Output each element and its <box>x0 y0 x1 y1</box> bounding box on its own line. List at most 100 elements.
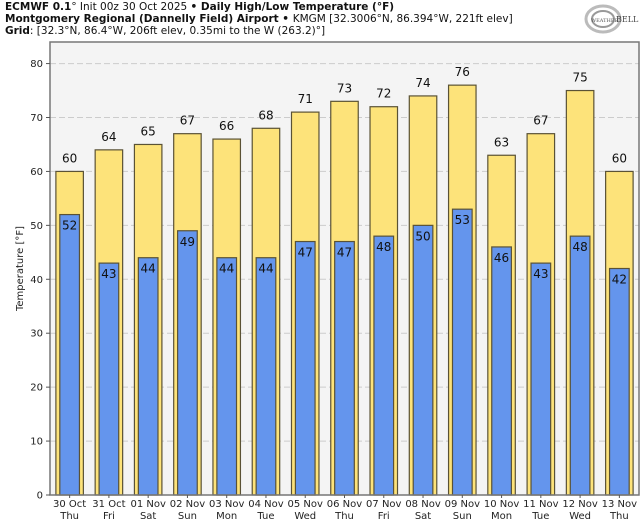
low-bar <box>137 257 159 496</box>
logo-text-left: WEATHER <box>591 18 618 24</box>
x-tick-weekday: Thu <box>334 511 354 522</box>
y-tick-label: 80 <box>30 59 43 70</box>
x-tick-date: 31 Oct <box>92 499 125 510</box>
x-tick-weekday: Sat <box>140 511 156 522</box>
x-tick-weekday: Sat <box>415 511 431 522</box>
x-tick-date: 09 Nov <box>445 499 481 510</box>
high-value-label: 67 <box>180 114 195 128</box>
low-bar <box>177 230 198 496</box>
x-tick-weekday: Thu <box>609 511 629 522</box>
low-value-label: 47 <box>298 246 313 260</box>
chart-title: Daily High/Low Temperature (°F) <box>197 1 395 13</box>
y-tick-label: 40 <box>30 275 43 286</box>
x-tick-weekday: Wed <box>294 511 316 522</box>
low-bar <box>294 240 316 496</box>
x-tick-weekday: Sun <box>178 511 197 522</box>
station-name: Montgomery Regional (Dannelly Field) Air… <box>5 13 279 25</box>
low-bar <box>373 235 395 496</box>
low-value-label: 44 <box>219 262 234 276</box>
low-bar <box>608 267 630 496</box>
low-value-label: 46 <box>494 251 509 265</box>
low-bar <box>59 213 81 496</box>
high-value-label: 67 <box>533 114 548 128</box>
header-line-grid: Grid: [32.3°N, 86.4°W, 206ft elev, 0.35m… <box>5 25 325 37</box>
y-tick-label: 0 <box>37 491 43 502</box>
header-line-model: ECMWF 0.1° Init 00z 30 Oct 2025 • Daily … <box>5 1 394 13</box>
low-bar <box>569 235 591 496</box>
low-bar <box>334 240 355 496</box>
separator: • <box>190 1 198 13</box>
y-tick-label: 30 <box>30 329 43 340</box>
y-axis-label: Temperature [°F] <box>15 226 26 312</box>
weatherbell-logo: WEATHER BELL <box>584 4 639 34</box>
x-tick-date: 08 Nov <box>405 499 441 510</box>
x-tick-date: 11 Nov <box>523 499 559 510</box>
low-value-label: 48 <box>376 240 391 254</box>
high-value-label: 64 <box>101 130 116 144</box>
high-value-label: 68 <box>258 108 273 122</box>
logo-swirl-icon <box>584 4 622 34</box>
x-tick-weekday: Sun <box>453 511 472 522</box>
high-value-label: 60 <box>62 151 77 165</box>
low-value-label: 49 <box>180 235 195 249</box>
x-tick-weekday: Mon <box>491 511 512 522</box>
x-tick-weekday: Tue <box>256 511 274 522</box>
low-bar <box>491 246 512 496</box>
low-bar <box>98 262 120 496</box>
x-tick-date: 07 Nov <box>366 499 402 510</box>
high-value-label: 65 <box>141 124 156 138</box>
low-bar <box>412 224 434 496</box>
low-value-label: 47 <box>337 246 352 260</box>
y-tick-label: 50 <box>30 221 43 232</box>
bars: 60 52 64 43 65 44 67 49 66 44 68 44 71 47 73 47 72 48 74 50… <box>55 65 634 496</box>
header-line-station: Montgomery Regional (Dannelly Field) Air… <box>5 13 513 25</box>
x-tick-date: 03 Nov <box>209 499 245 510</box>
x-tick-weekday: Thu <box>59 511 79 522</box>
y-tick-label: 60 <box>30 167 43 178</box>
high-value-label: 71 <box>298 92 313 106</box>
y-axis: 0 10 20 30 40 50 60 70 80 <box>30 59 50 502</box>
low-value-label: 44 <box>141 262 156 276</box>
low-value-label: 43 <box>101 267 116 281</box>
grid-details: : [32.3°N, 86.4°W, 206ft elev, 0.35mi to… <box>29 25 326 37</box>
high-value-label: 73 <box>337 81 352 95</box>
x-tick-weekday: Fri <box>103 511 115 522</box>
high-value-label: 63 <box>494 135 509 149</box>
low-bar <box>451 208 473 496</box>
model-name: ECMWF 0.1 <box>5 1 72 13</box>
x-tick-date: 01 Nov <box>130 499 166 510</box>
init-time: Init 00z 30 Oct 2025 <box>76 1 191 13</box>
low-value-label: 48 <box>572 240 587 254</box>
model-unit: ° <box>71 1 77 13</box>
low-value-label: 52 <box>62 219 77 233</box>
x-tick-date: 10 Nov <box>484 499 520 510</box>
y-tick-label: 20 <box>30 383 43 394</box>
x-tick-weekday: Wed <box>569 511 591 522</box>
x-tick-date: 02 Nov <box>170 499 206 510</box>
x-tick-date: 13 Nov <box>602 499 638 510</box>
x-tick-date: 12 Nov <box>562 499 598 510</box>
high-value-label: 76 <box>455 65 470 79</box>
low-value-label: 44 <box>258 262 273 276</box>
low-value-label: 50 <box>415 229 430 243</box>
low-bar <box>530 262 552 496</box>
low-value-label: 43 <box>533 267 548 281</box>
low-value-label: 42 <box>612 273 627 287</box>
x-tick-date: 05 Nov <box>288 499 324 510</box>
x-tick-date: 30 Oct <box>53 499 86 510</box>
low-value-label: 53 <box>455 213 470 227</box>
x-tick-date: 06 Nov <box>327 499 363 510</box>
logo-swirl-inner-icon <box>591 10 615 28</box>
station-details: KMGM [32.3006°N, 86.394°W, 221ft elev] <box>292 13 513 25</box>
high-value-label: 75 <box>572 71 587 85</box>
y-tick-label: 10 <box>30 437 43 448</box>
y-tick-label: 70 <box>30 113 43 124</box>
high-value-label: 72 <box>376 87 391 101</box>
high-value-label: 66 <box>219 119 234 133</box>
low-bar <box>216 257 238 496</box>
x-tick-date: 04 Nov <box>248 499 284 510</box>
high-value-label: 74 <box>415 76 430 90</box>
high-value-label: 60 <box>612 151 627 165</box>
